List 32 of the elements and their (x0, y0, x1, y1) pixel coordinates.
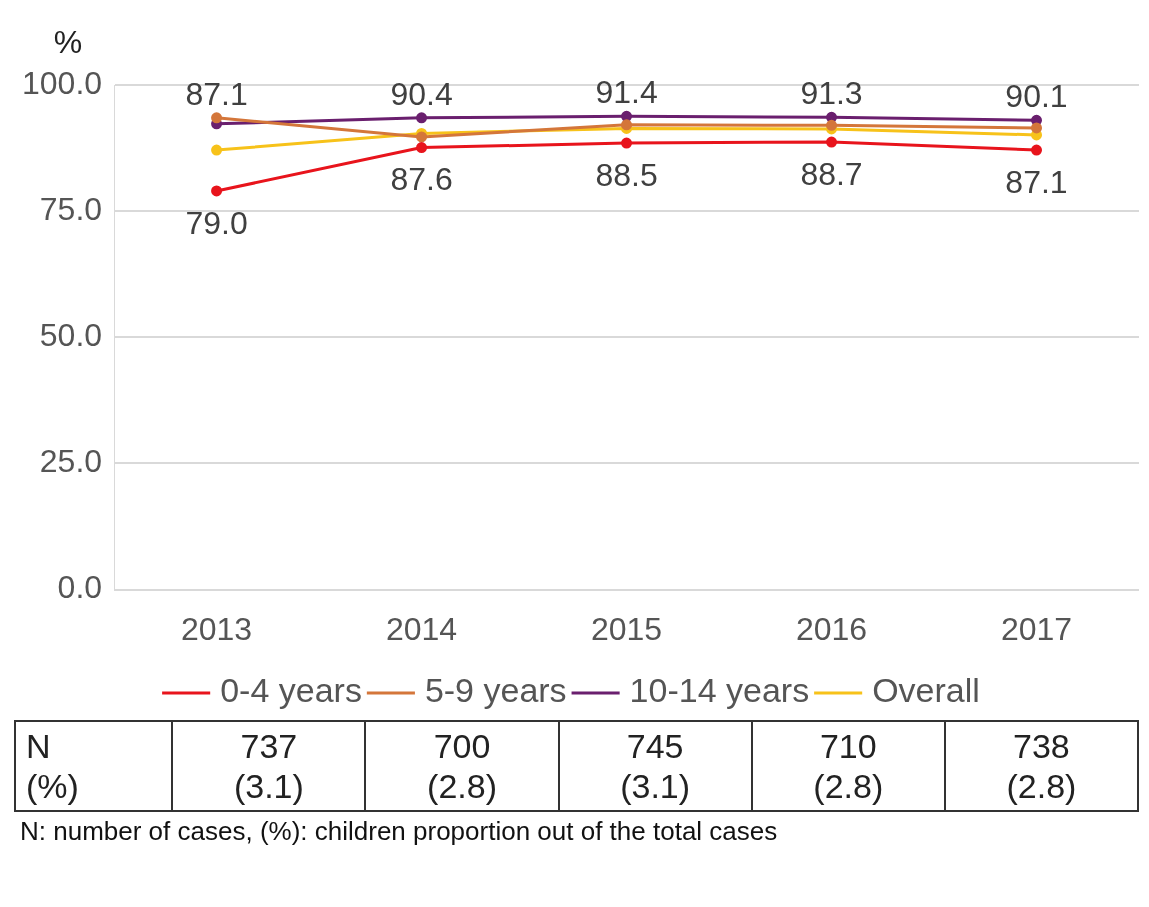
data-label: 87.1 (185, 75, 248, 112)
data-label: 90.4 (390, 75, 453, 112)
text: 738 (2.8) (944, 721, 1138, 811)
x-tick-label: 2014 (385, 610, 458, 647)
legend-label: 5-9 years (424, 671, 567, 710)
text: 745 (3.1) (558, 721, 752, 811)
data-label: 91.4 (595, 74, 658, 111)
legend-label: 0-4 years (220, 671, 362, 710)
x-tick-label: 2017 (1000, 610, 1073, 647)
y-tick-label: 75.0 (39, 190, 103, 227)
data-label: 90.1 (1005, 78, 1068, 115)
text: N (%) (15, 721, 173, 811)
text: N: number of cases, (%): children proportion out of the total cases (20, 816, 779, 847)
y-tick-label: 50.0 (39, 317, 103, 354)
y-axis-title: % (53, 23, 83, 60)
y-tick-label: 25.0 (39, 443, 103, 480)
y-tick-label: 100.0 (22, 64, 103, 101)
data-label: 88.5 (595, 156, 658, 193)
data-label: 79.0 (185, 204, 248, 241)
data-label: 88.7 (800, 155, 863, 192)
data-label: 91.3 (800, 75, 863, 112)
text: 737 (3.1) (172, 721, 366, 811)
data-label: 87.6 (390, 161, 453, 198)
legend-label: Overall (872, 671, 980, 710)
text: 710 (2.8) (751, 721, 945, 811)
x-tick-label: 2013 (180, 610, 253, 647)
x-tick-label: 2016 (795, 610, 868, 647)
data-label: 87.1 (1005, 163, 1068, 200)
y-tick-label: 0.0 (57, 569, 103, 606)
x-tick-label: 2015 (590, 610, 663, 647)
text: 700 (2.8) (365, 721, 559, 811)
legend-label: 10-14 years (629, 671, 810, 710)
